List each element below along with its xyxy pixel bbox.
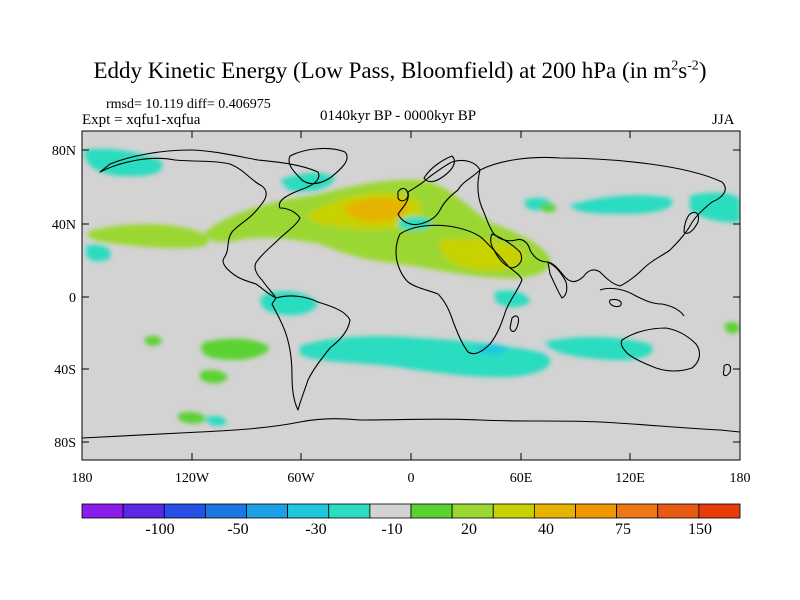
x-tick-label: 180 bbox=[730, 471, 751, 486]
atlantic-max-region bbox=[344, 197, 409, 222]
colorbar-label: -50 bbox=[227, 521, 248, 538]
colorbar-swatch bbox=[698, 503, 741, 519]
y-tick-label: 0 bbox=[69, 291, 76, 306]
x-tick-label: 60W bbox=[287, 471, 315, 486]
colorbar-swatch bbox=[287, 503, 330, 519]
colorbar-swatch bbox=[204, 503, 247, 519]
british-isles-coast bbox=[397, 187, 409, 202]
tasman-positive bbox=[724, 322, 740, 334]
colorbar-label: -100 bbox=[145, 521, 174, 538]
japan-coast bbox=[683, 211, 700, 234]
y-tick-label: 80N bbox=[52, 144, 76, 159]
pacific-positive-band bbox=[87, 224, 209, 249]
y-tick-label: 80S bbox=[54, 436, 76, 451]
south-atlantic-strong-negative bbox=[478, 343, 507, 355]
colorbar-swatch bbox=[451, 503, 494, 519]
antarctica-coast bbox=[82, 418, 740, 439]
season-label: JJA bbox=[712, 112, 735, 128]
new-zealand-coast bbox=[722, 363, 732, 377]
x-tick-label: 0 bbox=[408, 471, 415, 486]
period-label: 0140kyr BP - 0000kyr BP bbox=[320, 108, 477, 124]
colorbar-swatch bbox=[328, 503, 371, 519]
colorbar-label: -30 bbox=[305, 521, 326, 538]
stats-text: rmsd= 10.119 diff= 0.406975 bbox=[106, 97, 271, 112]
colorbar-label: 40 bbox=[538, 521, 554, 538]
north-africa-positive-small bbox=[540, 203, 557, 213]
map-title: Eddy Kinetic Energy (Low Pass, Bloomfiel… bbox=[93, 58, 707, 83]
colorbar-swatch bbox=[616, 503, 659, 519]
south-pacific-positive-small bbox=[200, 370, 228, 384]
central-pacific-positive bbox=[145, 335, 162, 346]
greenland-negative bbox=[280, 172, 335, 192]
madagascar-coast bbox=[509, 315, 520, 333]
arabia-coast bbox=[490, 233, 523, 269]
map-ticks bbox=[81, 131, 741, 460]
colorbar-swatch bbox=[122, 503, 165, 519]
indian-ocean-negative bbox=[545, 336, 653, 361]
x-tick-label: 120W bbox=[175, 471, 210, 486]
north-america-coast bbox=[99, 149, 320, 299]
colorbar-swatch bbox=[369, 503, 412, 519]
south-pacific-positive bbox=[200, 338, 270, 360]
colorbar-swatch bbox=[81, 503, 124, 519]
colorbar-swatch bbox=[492, 503, 535, 519]
colorbar bbox=[81, 503, 741, 519]
x-tick-label: 60E bbox=[510, 471, 533, 486]
southern-ocean-negative-small bbox=[205, 416, 227, 426]
north-pacific-east-negative bbox=[690, 192, 740, 223]
x-tick-label: 180 bbox=[72, 471, 93, 486]
south-america-coast bbox=[271, 295, 351, 411]
arabian-sea-negative bbox=[495, 290, 530, 308]
colorbar-label: 20 bbox=[461, 521, 477, 538]
y-tick-label: 40N bbox=[52, 218, 76, 233]
colorbar-swatch bbox=[410, 503, 453, 519]
y-tick-labels: 80N 40N 0 40S 80S bbox=[52, 144, 76, 451]
colorbar-swatch bbox=[657, 503, 700, 519]
australia-coast bbox=[620, 327, 701, 372]
colorbar-swatch bbox=[533, 503, 576, 519]
x-tick-label: 120E bbox=[615, 471, 645, 486]
colorbar-swatch bbox=[163, 503, 206, 519]
africa-strong-region bbox=[439, 238, 526, 271]
experiment-label: Expt = xqfu1-xqfua bbox=[82, 112, 201, 128]
africa-coast bbox=[395, 224, 523, 355]
coastlines bbox=[82, 147, 740, 439]
colorbar-label: 75 bbox=[615, 521, 631, 538]
colorbar-swatch bbox=[246, 503, 289, 519]
greenland-coast bbox=[288, 147, 348, 185]
colorbar-swatch bbox=[575, 503, 618, 519]
colorbar-labels: -100 -50 -30 -10 20 40 75 150 bbox=[145, 521, 712, 538]
east-asia-negative bbox=[570, 195, 673, 214]
india-coast bbox=[547, 261, 568, 299]
asia-coast bbox=[477, 156, 726, 287]
scandinavia-coast bbox=[423, 155, 455, 183]
south-pacific-positive-tiny bbox=[178, 412, 206, 424]
maritime-continent-coast bbox=[599, 287, 685, 317]
x-tick-labels: 180 120W 60W 0 60E 120E 180 bbox=[72, 471, 751, 486]
west-pacific-negative bbox=[86, 244, 111, 262]
colorbar-label: 150 bbox=[688, 521, 712, 538]
y-tick-label: 40S bbox=[54, 363, 76, 378]
atlantic-negative bbox=[398, 216, 432, 231]
colorbar-label: -10 bbox=[381, 521, 402, 538]
